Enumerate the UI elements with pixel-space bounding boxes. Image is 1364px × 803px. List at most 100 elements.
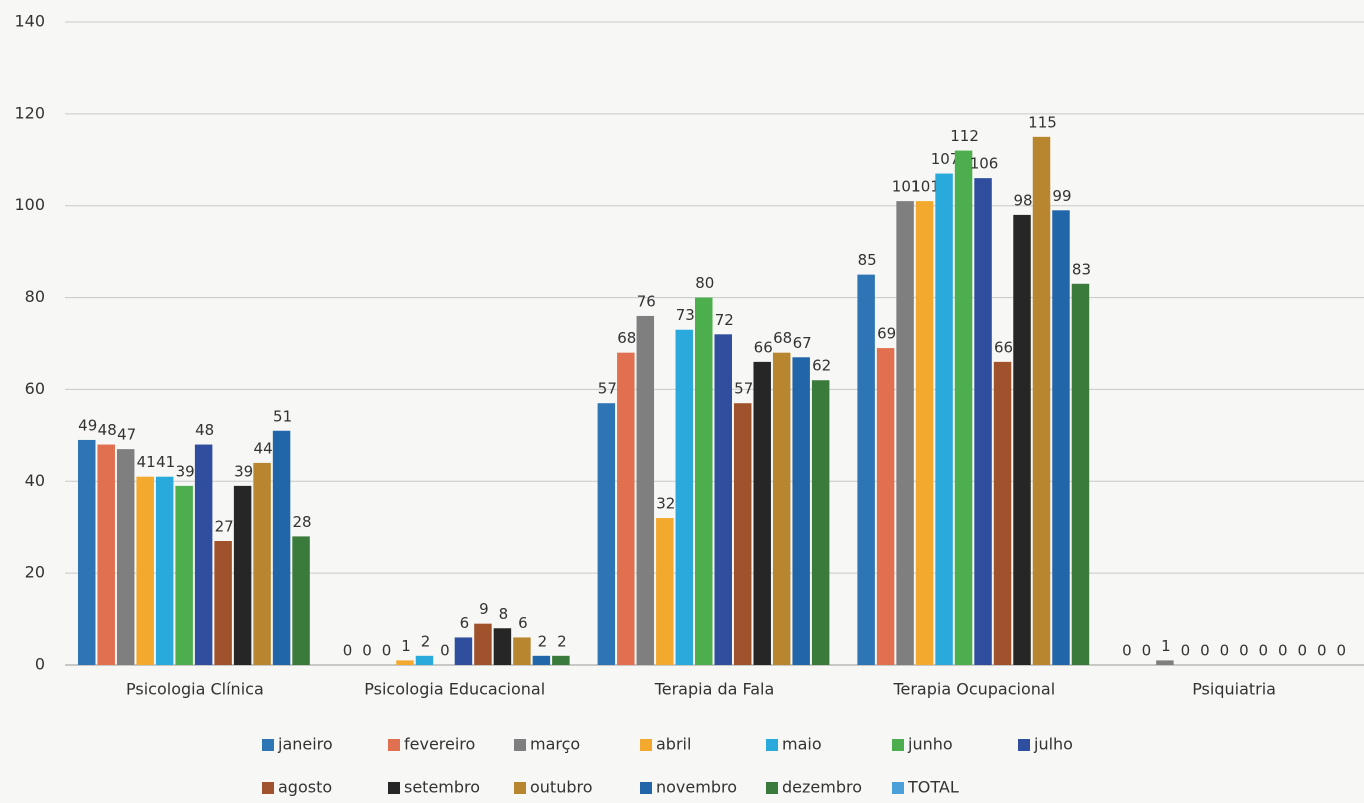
bar <box>675 329 694 665</box>
value-label: 115 <box>1028 113 1057 131</box>
legend-label: dezembro <box>782 778 862 797</box>
bar <box>811 380 830 665</box>
legend-label: junho <box>907 735 953 754</box>
value-label: 106 <box>970 155 999 173</box>
value-label: 68 <box>617 329 636 347</box>
y-tick-label: 140 <box>14 12 45 31</box>
bar <box>753 361 771 665</box>
bar <box>974 178 992 665</box>
value-label: 27 <box>215 517 234 535</box>
value-label: 6 <box>518 614 528 632</box>
value-label: 69 <box>877 325 896 343</box>
bar <box>597 403 616 665</box>
value-label: 1 <box>401 637 411 655</box>
x-tick-label: Psicologia Educacional <box>364 680 545 699</box>
y-tick-label: 40 <box>25 471 45 490</box>
bar <box>272 430 291 665</box>
bar <box>175 485 193 665</box>
bar <box>1156 660 1174 665</box>
value-label: 8 <box>499 605 509 623</box>
value-label: 57 <box>734 380 753 398</box>
bar <box>1032 136 1051 666</box>
bar <box>772 352 791 665</box>
y-tick-label: 0 <box>35 655 45 674</box>
bar <box>474 623 492 665</box>
legend-label: agosto <box>278 778 332 797</box>
value-label: 0 <box>1181 642 1191 660</box>
value-label: 68 <box>773 329 792 347</box>
bar <box>233 485 252 665</box>
value-label: 0 <box>1200 642 1210 660</box>
value-label: 101 <box>911 178 940 196</box>
value-label: 98 <box>1013 191 1032 209</box>
legend-label: março <box>530 735 580 754</box>
bar <box>636 315 655 665</box>
value-label: 48 <box>98 421 117 439</box>
legend-swatch <box>262 782 274 794</box>
legend-swatch <box>892 739 904 751</box>
legend-label: setembro <box>404 778 480 797</box>
y-tick-label: 120 <box>14 103 45 122</box>
value-label: 112 <box>950 127 979 145</box>
bar <box>77 439 96 665</box>
value-label: 0 <box>343 642 353 660</box>
value-label: 83 <box>1072 260 1091 278</box>
bar <box>415 655 434 665</box>
value-label: 0 <box>1122 642 1132 660</box>
bar <box>493 628 512 665</box>
value-label: 72 <box>715 311 734 329</box>
value-label: 41 <box>137 453 156 471</box>
bar <box>1052 210 1070 666</box>
bar <box>896 201 914 665</box>
value-label: 9 <box>479 600 489 618</box>
value-label: 0 <box>1336 642 1346 660</box>
value-label: 107 <box>931 150 960 168</box>
bar <box>714 334 732 665</box>
value-label: 76 <box>637 292 656 310</box>
legend-label: fevereiro <box>404 735 475 754</box>
value-label: 0 <box>1142 642 1152 660</box>
value-label: 6 <box>460 614 470 632</box>
legend-label: maio <box>782 735 822 754</box>
value-label: 47 <box>117 426 136 444</box>
bar <box>935 173 953 666</box>
value-label: 28 <box>293 513 312 531</box>
value-label: 0 <box>1278 642 1288 660</box>
bar <box>733 403 752 665</box>
legend-label: novembro <box>656 778 737 797</box>
y-tick-label: 20 <box>25 563 45 582</box>
legend-swatch <box>766 782 778 794</box>
bar <box>253 462 271 665</box>
bar <box>695 297 713 665</box>
bar <box>954 150 973 666</box>
legend-label: abril <box>656 735 691 754</box>
value-label: 1 <box>1161 637 1171 655</box>
legend-swatch <box>388 782 400 794</box>
bar <box>214 540 232 665</box>
x-tick-label: Terapia da Fala <box>654 680 775 699</box>
bar <box>552 655 570 665</box>
value-label: 0 <box>382 642 392 660</box>
value-label: 80 <box>695 274 714 292</box>
value-label: 0 <box>1298 642 1308 660</box>
bar <box>792 357 810 665</box>
value-label: 0 <box>1259 642 1269 660</box>
bar <box>292 536 310 665</box>
legend-swatch <box>640 739 652 751</box>
value-label: 2 <box>557 632 567 650</box>
legend-swatch <box>514 782 526 794</box>
legend-swatch <box>766 739 778 751</box>
legend-swatch <box>640 782 652 794</box>
bar <box>396 660 414 665</box>
bar <box>454 637 473 665</box>
bar <box>1013 214 1031 665</box>
legend-label: janeiro <box>277 735 333 754</box>
bar <box>993 361 1012 665</box>
bar <box>513 637 531 665</box>
value-label: 67 <box>793 334 812 352</box>
legend-label: TOTAL <box>907 778 959 797</box>
value-label: 2 <box>421 632 431 650</box>
value-label: 41 <box>156 453 175 471</box>
bar <box>194 444 213 665</box>
